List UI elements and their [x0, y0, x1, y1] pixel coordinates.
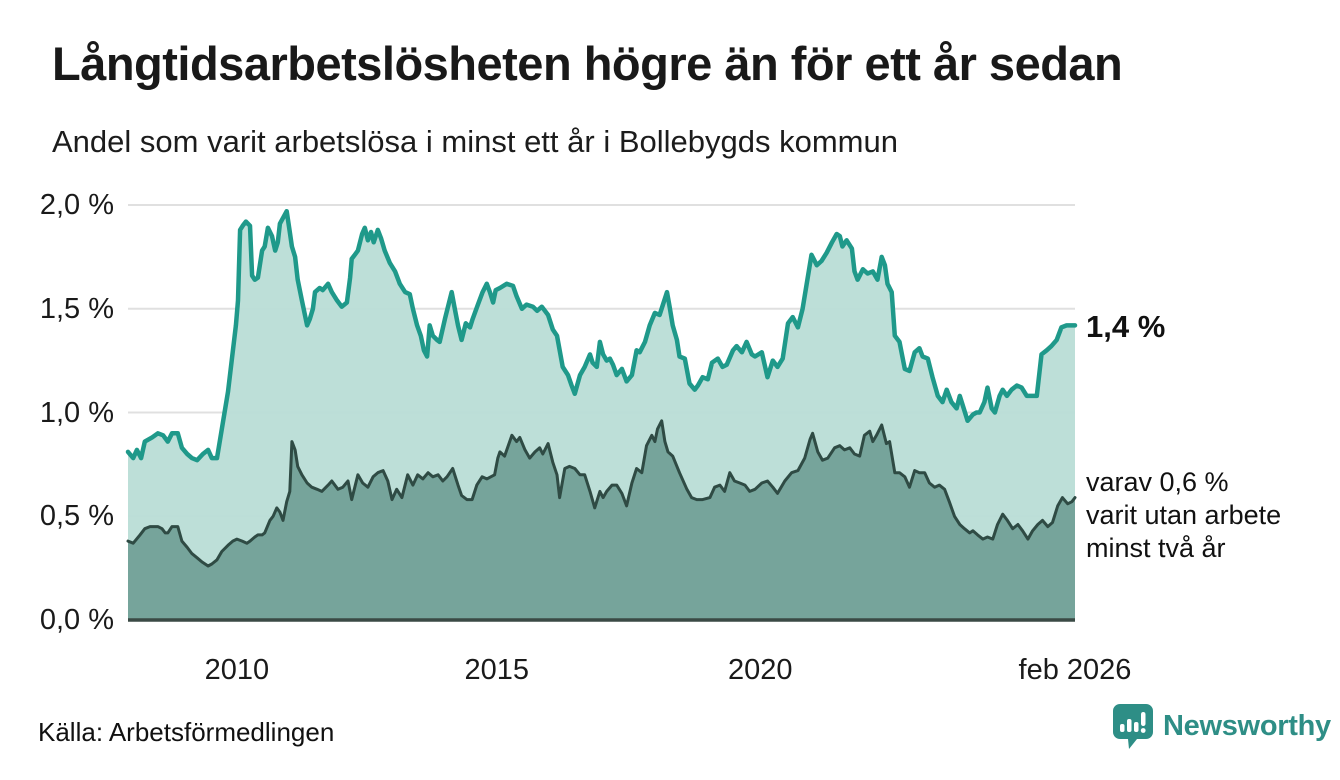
y-tick-label: 1,0 %: [39, 396, 114, 429]
y-tick-label: 0,0 %: [39, 604, 114, 636]
latest-value-annotation: 1,4 %: [1086, 309, 1166, 344]
newsworthy-logo: Newsworthy: [1112, 703, 1331, 749]
x-tick-label: 2020: [727, 654, 793, 686]
y-tick-label: 1,5 %: [39, 292, 114, 325]
y-tick-label: 0,5 %: [39, 500, 114, 533]
page-title: Långtidsarbetslösheten högre än för ett …: [52, 37, 1123, 90]
x-tick-label: feb 2026: [1018, 654, 1132, 686]
y-tick-label: 2,0 %: [39, 189, 114, 221]
newsworthy-wordmark: Newsworthy: [1163, 709, 1331, 742]
series-line-0: [125, 208, 1078, 463]
source-caption: Källa: Arbetsförmedlingen: [38, 717, 335, 747]
x-tick-label: 2015: [464, 654, 529, 686]
series-fill-1: [128, 420, 1075, 620]
x-tick-label: 2010: [204, 654, 270, 686]
newsworthy-bubble-chart-icon: [1113, 704, 1153, 749]
secondary-series-annotation: varav 0,6 % varit utan arbete minst två …: [1086, 467, 1282, 563]
chart-subtitle: Andel som varit arbetslösa i minst ett å…: [52, 124, 898, 159]
series-line-1: [126, 419, 1077, 568]
